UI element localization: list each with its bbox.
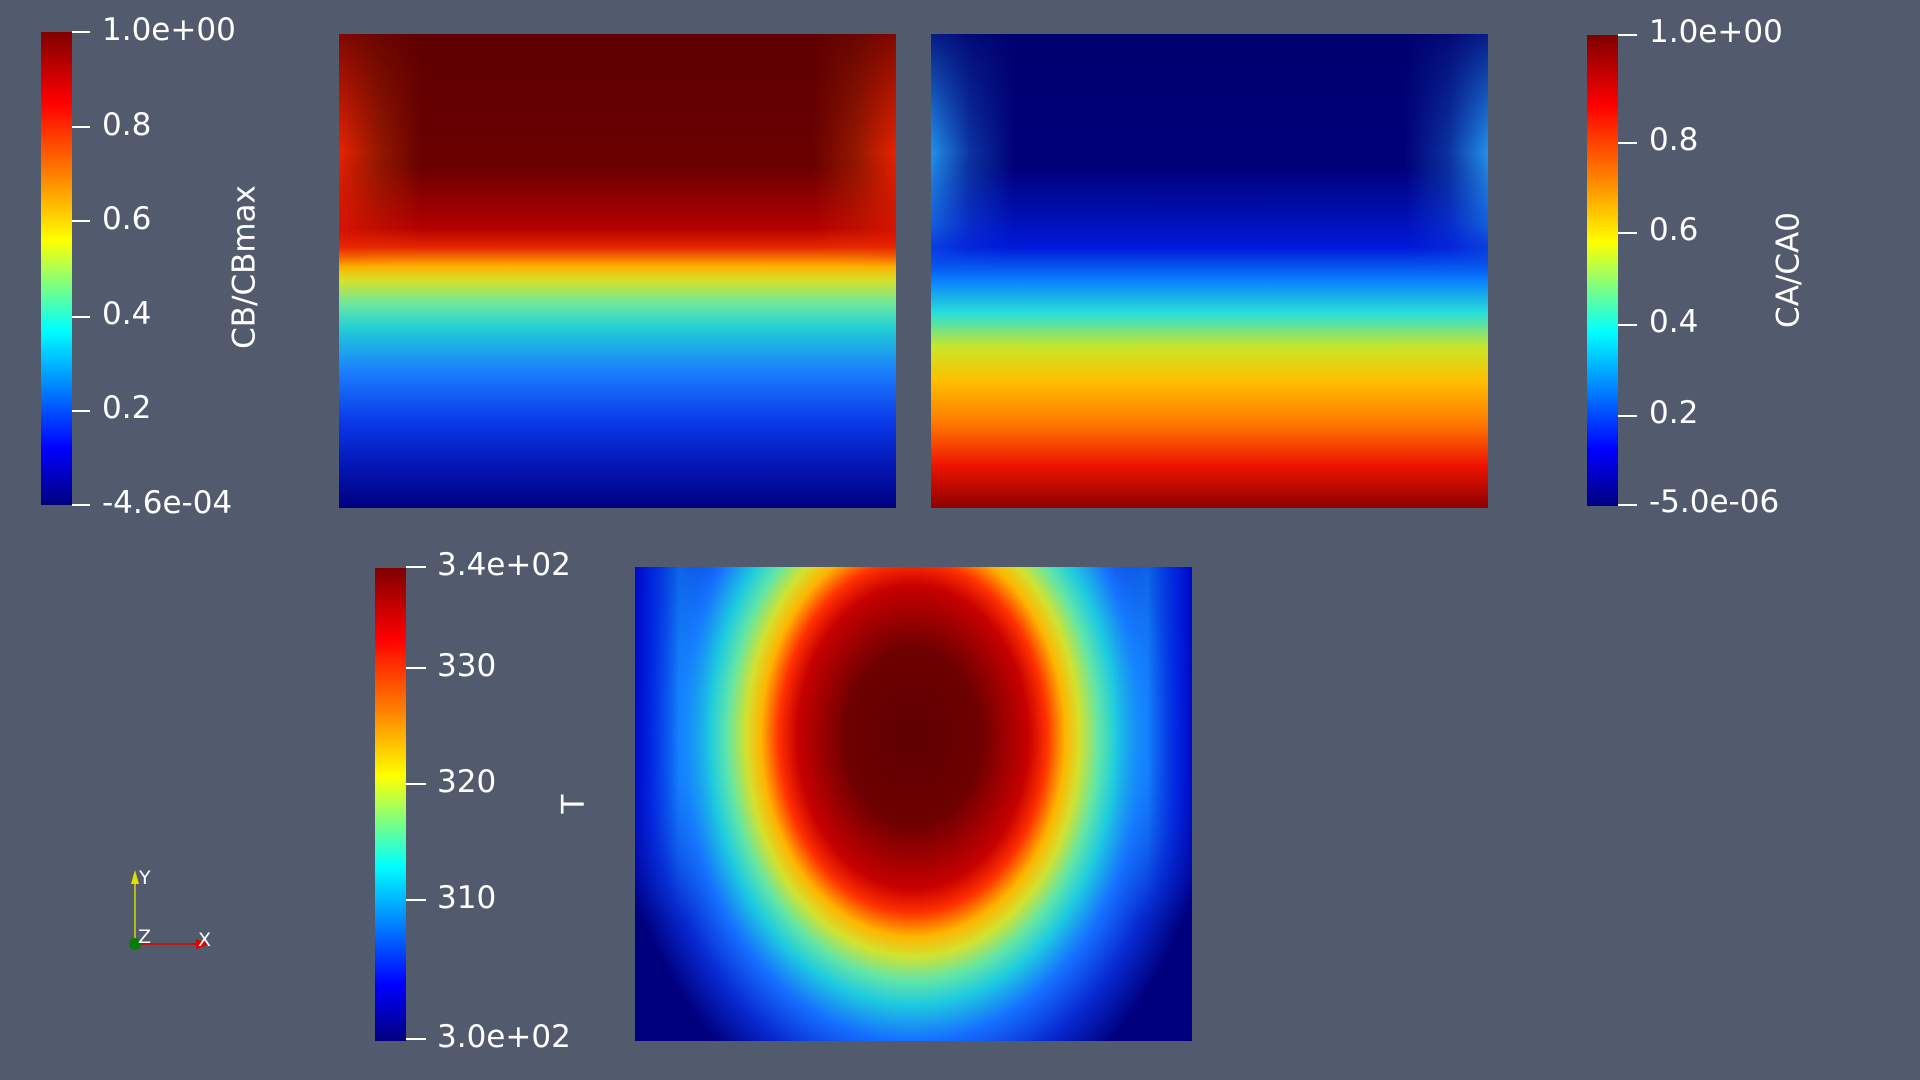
- colorbar-cb-title: CB/CBmax: [226, 185, 263, 349]
- y-axis-arrow: [131, 870, 139, 884]
- colorbar-t-tick: [406, 783, 426, 785]
- colorbar-t-tick: [406, 667, 426, 669]
- colorbar-t-tick-label: 3.4e+02: [437, 547, 571, 583]
- y-axis-label: Y: [138, 867, 151, 889]
- colorbar-t-tick-label: 310: [437, 880, 497, 916]
- colorbar-cb-tick-label: 0.6: [102, 201, 152, 237]
- colorbar-cb-tick: [72, 220, 90, 222]
- colorbar-t-tick-label: 3.0e+02: [437, 1019, 571, 1055]
- colorbar-ca-tick-label: 0.8: [1649, 122, 1699, 158]
- colorbar-ca: [1587, 35, 1618, 506]
- colorbar-ca-tick-label: 0.4: [1649, 304, 1699, 340]
- colorbar-t-tick: [406, 1038, 426, 1040]
- colorbar-cb-tick-label: 0.8: [102, 107, 152, 143]
- plot-ca-field: [931, 34, 1488, 508]
- colorbar-t-tick-label: 330: [437, 648, 497, 684]
- colorbar-cb-tick-label: 0.4: [102, 296, 152, 332]
- colorbar-ca-tick-label: 0.6: [1649, 212, 1699, 248]
- colorbar-t-tick: [406, 566, 426, 568]
- colorbar-cb-tick: [72, 504, 90, 506]
- colorbar-cb-tick: [72, 31, 90, 33]
- plot-cb-field: [339, 34, 896, 508]
- colorbar-cb-tick: [72, 316, 90, 318]
- x-axis-label: X: [198, 929, 211, 951]
- z-axis-label: Z: [138, 926, 151, 948]
- colorbar-ca-tick: [1618, 34, 1637, 36]
- colorbar-ca-tick: [1618, 504, 1637, 506]
- colorbar-t-tick: [406, 899, 426, 901]
- x-axis-arrow: [196, 939, 210, 949]
- colorbar-cb: [41, 32, 72, 505]
- z-axis-dot: [129, 938, 141, 950]
- colorbar-ca-title: CA/CA0: [1770, 212, 1807, 328]
- colorbar-t: [375, 568, 406, 1041]
- colorbar-cb-tick-label: 0.2: [102, 390, 152, 426]
- colorbar-cb-tick-label: -4.6e-04: [102, 485, 233, 521]
- colorbar-ca-tick-label: 1.0e+00: [1649, 14, 1783, 50]
- colorbar-cb-tick: [72, 410, 90, 412]
- colorbar-ca-tick: [1618, 142, 1637, 144]
- colorbar-ca-tick-label: -5.0e-06: [1649, 484, 1780, 520]
- colorbar-ca-tick: [1618, 324, 1637, 326]
- colorbar-cb-tick: [72, 126, 90, 128]
- colorbar-t-title: T: [555, 794, 592, 814]
- orientation-axes: Y Z X: [129, 867, 211, 951]
- colorbar-ca-tick: [1618, 415, 1637, 417]
- plot-t-field: [635, 567, 1192, 1041]
- colorbar-t-tick-label: 320: [437, 764, 497, 800]
- colorbar-ca-tick-label: 0.2: [1649, 395, 1699, 431]
- colorbar-cb-tick-label: 1.0e+00: [102, 12, 236, 48]
- colorbar-ca-tick: [1618, 232, 1637, 234]
